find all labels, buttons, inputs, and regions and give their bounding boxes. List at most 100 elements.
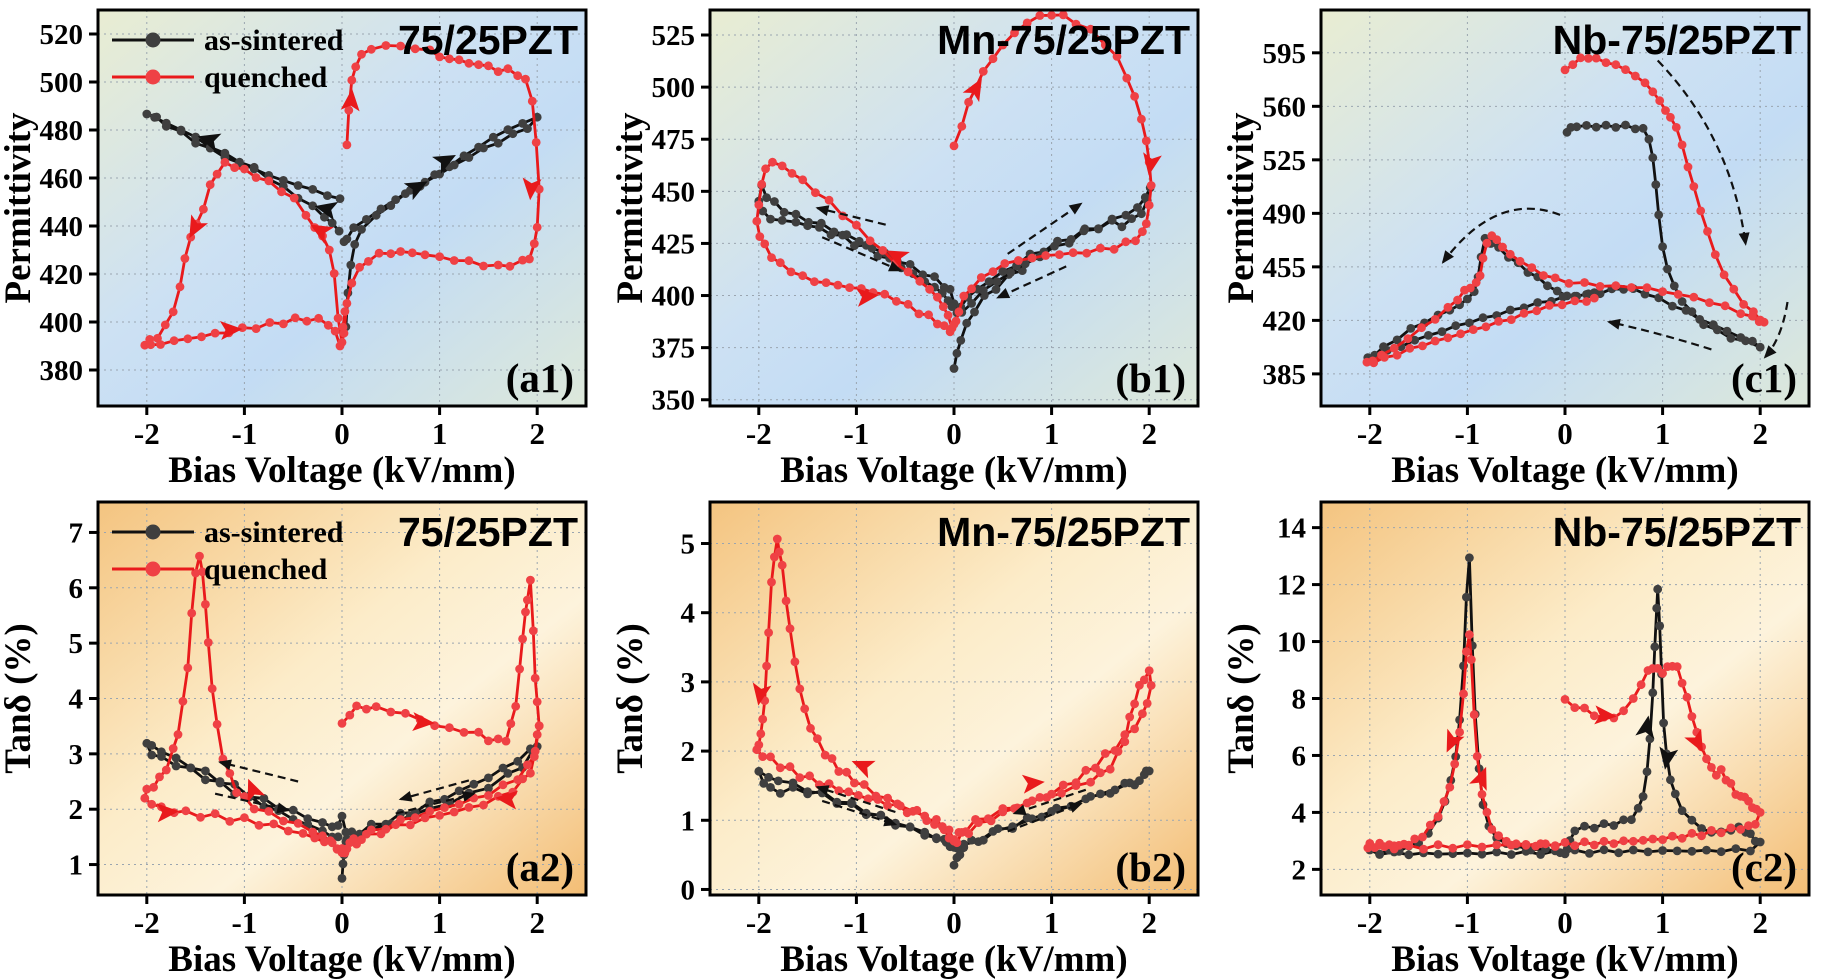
y-tick-label: 2 (680, 736, 695, 768)
marker-dot (1085, 777, 1095, 787)
marker-dot (484, 773, 493, 782)
marker-dot (1487, 824, 1497, 834)
marker-dot (1582, 297, 1592, 306)
marker-dot (1611, 123, 1621, 132)
marker-dot (279, 319, 288, 329)
marker-dot (1677, 140, 1687, 150)
marker-dot (225, 816, 235, 826)
x-axis-label: Bias Voltage (kV/mm) (780, 939, 1127, 979)
marker-dot (875, 810, 885, 820)
marker-dot (938, 302, 948, 312)
marker-dot (775, 258, 785, 268)
marker-dot (766, 577, 776, 586)
marker-dot (1687, 815, 1697, 825)
marker-dot (1611, 281, 1621, 291)
marker-dot (1463, 294, 1472, 304)
arrowhead-icon (1635, 714, 1655, 739)
marker-dot (1560, 694, 1570, 704)
marker-dot (753, 200, 763, 210)
marker-dot (949, 319, 958, 329)
marker-dot (301, 210, 311, 220)
marker-dot (1144, 200, 1154, 210)
marker-dot (1731, 843, 1741, 853)
direction-arrows (855, 78, 1162, 307)
marker-dot (955, 336, 965, 345)
x-axis-label: Bias Voltage (kV/mm) (1391, 450, 1738, 490)
marker-dot (1121, 73, 1131, 83)
marker-dot (1054, 250, 1064, 259)
curve-as-sintered (753, 766, 1154, 870)
marker-dot (454, 799, 464, 809)
x-tick-label: 2 (1141, 416, 1157, 451)
marker-dot (1619, 814, 1629, 824)
marker-dot (767, 157, 777, 167)
marker-dot (342, 140, 352, 150)
marker-dot (1651, 180, 1661, 190)
marker-dot (1638, 123, 1648, 133)
marker-dot (1392, 335, 1402, 345)
curve-as-sintered (753, 180, 1155, 373)
marker-dot (1640, 78, 1650, 88)
marker-dot (1636, 679, 1646, 689)
marker-dot (1410, 834, 1420, 843)
marker-dot (410, 44, 420, 54)
marker-dot (293, 818, 303, 828)
y-tick-label: 480 (40, 115, 84, 147)
marker-dot (1621, 65, 1631, 74)
panel-title: Nb-75/25PZT (1553, 17, 1801, 63)
legend: as-sintered quenched (112, 24, 344, 94)
marker-dot (1687, 846, 1697, 856)
marker-dot (333, 831, 343, 841)
marker-dot (1071, 777, 1080, 787)
dashed-arrowhead-icon (1068, 801, 1083, 813)
marker-dot (298, 828, 308, 838)
marker-dot (1120, 210, 1130, 220)
marker-dot (1058, 780, 1068, 789)
marker-dot (505, 261, 515, 271)
y-tick-label: 380 (40, 355, 84, 387)
marker-dot (474, 727, 483, 737)
panel-title: 75/25PZT (398, 509, 578, 555)
marker-dot (521, 607, 530, 616)
marker-dot (386, 201, 396, 211)
marker-dot (1481, 322, 1491, 332)
dashed-arrowhead-icon (218, 759, 232, 770)
marker-dot (1494, 830, 1504, 840)
marker-dot (1506, 249, 1515, 259)
dashed-arrowhead-icon (1441, 250, 1455, 264)
marker-dot (1619, 705, 1629, 715)
marker-dot (1482, 238, 1492, 248)
marker-dot (1736, 333, 1746, 342)
marker-dot (756, 179, 766, 189)
marker-dot (814, 223, 824, 232)
marker-dot (757, 751, 767, 761)
marker-dot (1653, 584, 1663, 594)
x-tick-label: 1 (432, 416, 448, 451)
marker-dot (846, 797, 856, 807)
marker-dot (853, 790, 863, 800)
marker-dot (1677, 805, 1687, 815)
x-tick-label: 2 (1753, 416, 1769, 451)
marker-dot (1599, 844, 1609, 854)
marker-dot (1580, 703, 1590, 712)
marker-dot (1521, 840, 1531, 850)
marker-dot (181, 805, 191, 815)
arrowhead-icon (1684, 728, 1704, 752)
y-tick-label: 6 (69, 572, 84, 604)
marker-dot (1027, 253, 1037, 263)
marker-dot (988, 267, 997, 276)
marker-dot (766, 253, 776, 262)
marker-dot (1455, 727, 1465, 737)
marker-dot (1570, 296, 1580, 306)
dashed-arrowhead-icon (815, 784, 830, 796)
arrowhead-icon (197, 133, 222, 152)
marker-dot (1136, 114, 1146, 124)
x-tick-label: 1 (1043, 416, 1059, 451)
y-tick-label: 525 (1263, 145, 1307, 177)
y-tick-label: 560 (1263, 91, 1307, 123)
marker-dot (952, 348, 961, 358)
y-tick-label: 455 (1263, 252, 1307, 284)
marker-dot (531, 138, 541, 147)
marker-dot (191, 568, 201, 577)
